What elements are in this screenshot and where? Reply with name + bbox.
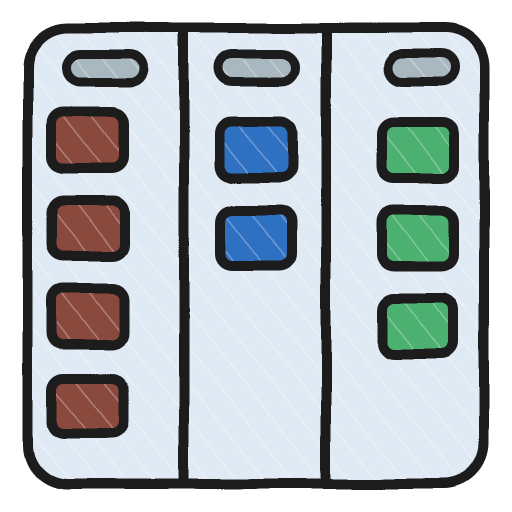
card-todo-1 bbox=[52, 112, 124, 168]
column-header-doing bbox=[218, 54, 296, 82]
card-todo-4 bbox=[52, 378, 124, 434]
card-doing-1 bbox=[220, 122, 292, 178]
column-header-todo bbox=[66, 54, 144, 82]
card-doing-2 bbox=[220, 210, 292, 266]
card-done-3 bbox=[382, 298, 454, 354]
card-todo-3 bbox=[52, 288, 124, 344]
column-doing bbox=[218, 54, 296, 266]
card-done-2 bbox=[382, 210, 454, 266]
card-todo-2 bbox=[52, 200, 124, 256]
card-done-1 bbox=[382, 122, 454, 178]
kanban-board-icon bbox=[0, 0, 512, 512]
column-header-done bbox=[388, 54, 454, 82]
